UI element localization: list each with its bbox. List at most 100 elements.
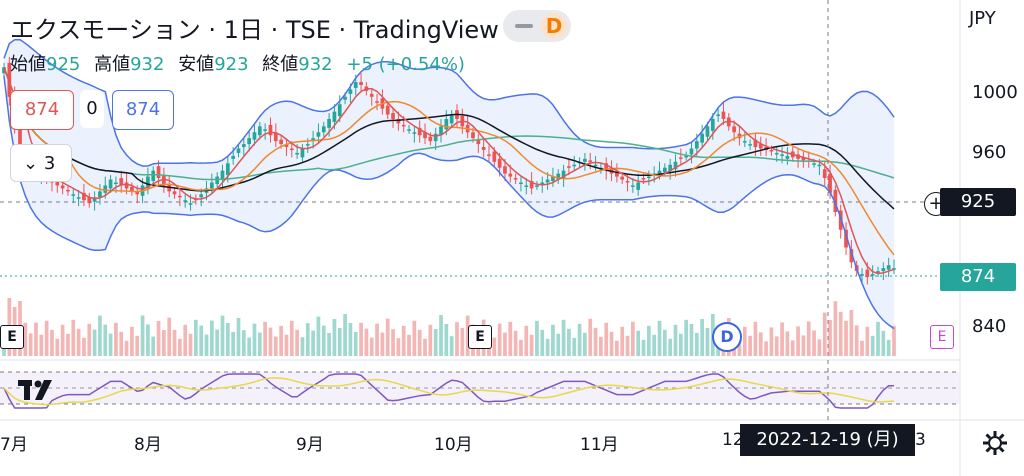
- close-label: 終値: [262, 54, 299, 75]
- crosshair-price-tag: 925: [940, 188, 1016, 216]
- candle-body: [716, 114, 720, 117]
- volume-bar: [231, 332, 236, 356]
- dividend-marker[interactable]: D: [712, 322, 742, 352]
- volume-bar: [66, 333, 70, 356]
- volume-bar: [172, 329, 177, 356]
- candle-body: [66, 189, 70, 192]
- candle-body: [305, 144, 310, 146]
- candle-body: [433, 133, 438, 142]
- x-tick-11: 11月: [580, 435, 619, 455]
- volume-bar: [673, 324, 678, 356]
- volume-bar: [348, 323, 353, 356]
- volume-bar: [860, 340, 864, 356]
- upcoming-earnings-marker[interactable]: E: [930, 325, 954, 349]
- candle-body: [220, 170, 225, 180]
- candle-body: [662, 167, 667, 173]
- candle-body: [710, 118, 715, 131]
- earnings-marker[interactable]: E: [468, 325, 492, 349]
- candle-body: [742, 141, 747, 143]
- currency-label[interactable]: JPY: [969, 8, 996, 29]
- candle-body: [604, 163, 609, 171]
- volume-bar: [561, 319, 566, 356]
- volume-bar: [886, 339, 891, 356]
- candle-body: [18, 124, 22, 149]
- volume-bar: [806, 321, 811, 356]
- earnings-marker[interactable]: E: [0, 325, 24, 349]
- volume-bar: [865, 326, 870, 356]
- candle-body: [556, 173, 561, 180]
- volume-bar: [588, 318, 593, 356]
- volume-bar: [535, 320, 539, 356]
- candle-body: [263, 129, 267, 131]
- candle-body: [119, 178, 124, 186]
- candle-body: [641, 178, 646, 180]
- volume-bar: [300, 337, 305, 356]
- candle-body: [551, 176, 555, 182]
- volume-bar: [678, 333, 683, 356]
- volume-bar: [369, 337, 374, 356]
- market-status-pill[interactable]: D: [503, 10, 571, 42]
- candle-body: [71, 194, 76, 196]
- candle-body: [369, 93, 374, 97]
- volume-bar: [748, 335, 752, 356]
- legend-collapse-button[interactable]: ⌄ 3: [10, 144, 72, 182]
- volume-bar: [694, 333, 699, 356]
- volume-bar: [92, 329, 97, 356]
- volume-bar: [636, 330, 641, 356]
- candle-body: [812, 163, 816, 165]
- candle-body: [545, 179, 550, 183]
- bb-upper-line: [3, 38, 895, 167]
- volume-bar: [583, 332, 587, 356]
- volume-bar: [423, 338, 427, 356]
- bb-lower-legend[interactable]: 874: [112, 90, 174, 130]
- candle-body: [726, 117, 731, 127]
- candle-body: [295, 152, 299, 155]
- volume-bar: [428, 324, 433, 356]
- candle-body: [172, 191, 177, 195]
- volume-bar: [146, 324, 150, 356]
- volume-bar: [194, 319, 198, 356]
- candle-body: [103, 185, 108, 193]
- volume-bar: [540, 329, 545, 356]
- candle-body: [476, 139, 481, 145]
- bollinger-band-fill: [4, 39, 894, 329]
- candle-body: [236, 148, 241, 153]
- candle-body: [391, 113, 395, 119]
- candle-body: [407, 129, 411, 131]
- candle-body: [865, 269, 870, 278]
- volume-bar: [225, 323, 230, 356]
- candle-body: [396, 118, 401, 124]
- candle-body: [327, 118, 331, 128]
- volume-bar: [492, 337, 497, 356]
- low-value: 923: [214, 54, 249, 75]
- bb-upper-legend[interactable]: 874: [10, 90, 74, 130]
- candle-body: [289, 148, 294, 151]
- volume-bar: [391, 329, 395, 356]
- candle-body: [130, 186, 134, 192]
- volume-bar: [305, 323, 310, 356]
- volume-bar: [220, 315, 225, 356]
- moving-averages: [3, 38, 895, 330]
- volume-bar: [742, 326, 747, 356]
- change-value: +5 (+0.54%): [346, 54, 465, 75]
- candle-body: [268, 124, 273, 136]
- volume-bar: [332, 319, 337, 356]
- candle-body: [183, 200, 188, 202]
- volume-bar: [524, 325, 529, 356]
- candle-body: [833, 189, 838, 213]
- candle-body: [774, 152, 779, 155]
- candle-body: [60, 185, 65, 189]
- volume-bar: [577, 323, 582, 356]
- candle-body: [822, 169, 827, 179]
- settings-gear-icon[interactable]: [980, 428, 1010, 458]
- volume-bar: [401, 325, 406, 356]
- volume-bar: [343, 314, 347, 356]
- tradingview-logo-icon[interactable]: [18, 378, 54, 404]
- candle-body: [620, 176, 625, 180]
- candle-body: [801, 157, 806, 161]
- volume-bar: [34, 322, 38, 356]
- candle-body: [300, 148, 305, 158]
- volume-bar: [615, 340, 619, 356]
